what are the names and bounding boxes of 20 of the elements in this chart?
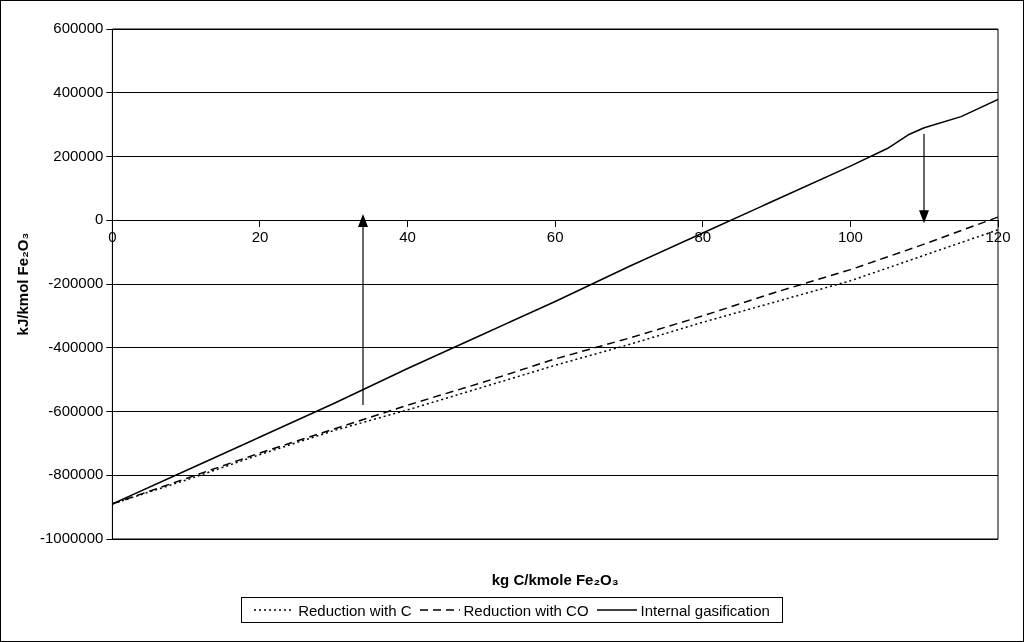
y-tick-label: 0 bbox=[95, 210, 104, 228]
y-tick-label: -400000 bbox=[48, 337, 104, 355]
y-tick-label: -600000 bbox=[48, 401, 104, 419]
y-tick-label: 400000 bbox=[53, 82, 104, 100]
x-tick-label: 100 bbox=[837, 228, 863, 246]
x-tick-label: 20 bbox=[251, 228, 269, 246]
x-tick-label: 80 bbox=[694, 228, 712, 246]
x-axis-title: kg C/kmole Fe₂O₃ bbox=[490, 571, 620, 588]
y-tick-label: -200000 bbox=[48, 274, 104, 292]
y-axis-title: kJ/kmol Fe₂O₃ bbox=[14, 232, 32, 336]
legend-label: Internal gasification bbox=[640, 601, 770, 619]
y-tick-label: 200000 bbox=[53, 146, 104, 164]
x-tick-label: 120 bbox=[985, 228, 1011, 246]
y-tick-label: -800000 bbox=[48, 465, 104, 483]
x-tick-label: 40 bbox=[399, 228, 416, 246]
y-tick-label: -1000000 bbox=[39, 529, 104, 547]
legend-label: Reduction with CO bbox=[463, 601, 589, 619]
legend-label: Reduction with C bbox=[298, 601, 412, 619]
y-tick-label: 600000 bbox=[53, 19, 104, 37]
x-tick-label: 60 bbox=[546, 228, 564, 246]
